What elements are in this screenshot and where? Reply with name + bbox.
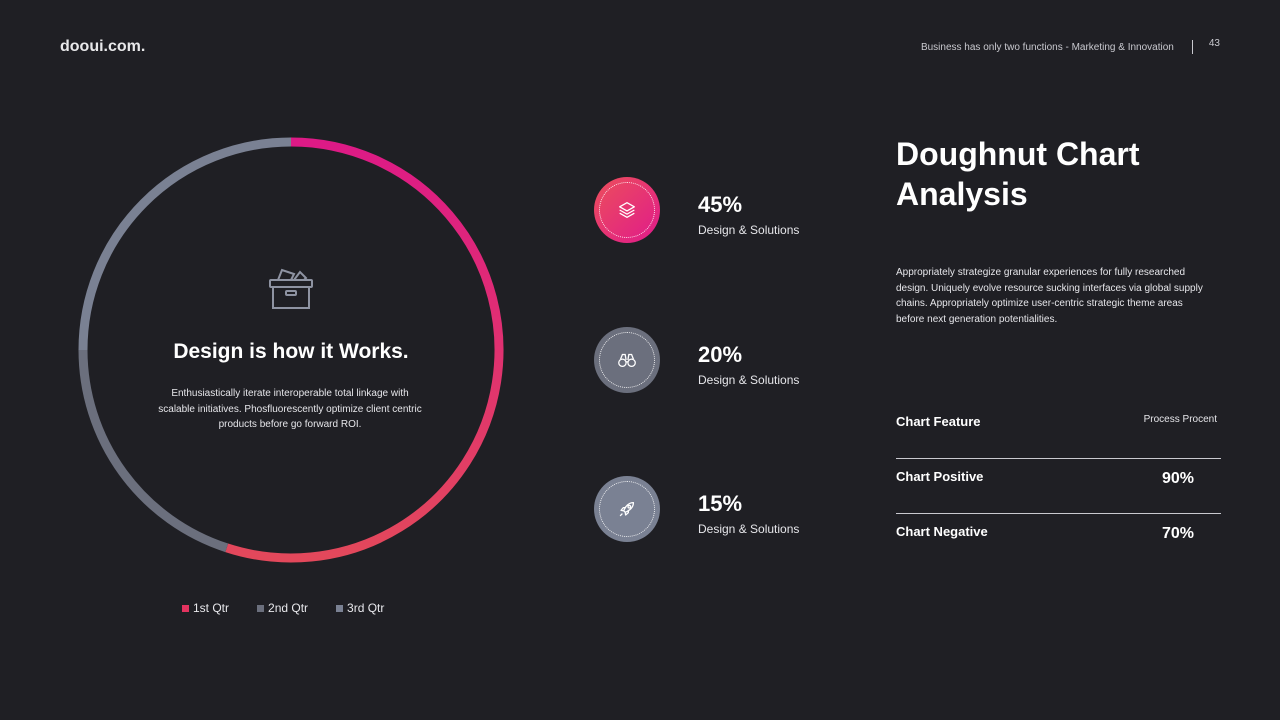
stat-label-1: Design & Solutions <box>698 223 800 237</box>
feature-table: Chart Feature Process Procent Chart Posi… <box>896 404 1221 568</box>
rocket-icon <box>619 501 635 517</box>
legend-swatch <box>257 604 265 612</box>
center-description: Enthusiastically iterate interoperable t… <box>158 388 422 430</box>
stat-label-2: Design & Solutions <box>698 373 800 387</box>
stat-icon-circle-2 <box>594 327 660 393</box>
header-divider <box>1191 40 1193 54</box>
table-row-label: Chart Negative <box>896 524 988 539</box>
doughnut-slice-2 <box>78 349 229 553</box>
tagline: Business has only two functions - Market… <box>920 41 1174 53</box>
header-right: Business has only two functions - Market… <box>920 37 1220 54</box>
stat-icon-circle-3 <box>594 476 660 542</box>
stat-value-2: 20% <box>698 342 743 367</box>
table-row-value: 70% <box>1162 525 1195 542</box>
chart-legend: 1st Qtr 2nd Qtr 3rd Qtr <box>182 601 384 615</box>
logo: dooui.com. <box>60 38 146 55</box>
table-row-label: Chart Positive <box>896 469 984 484</box>
legend-swatch <box>336 604 344 612</box>
doughnut-slice-1 <box>225 137 504 563</box>
legend-item: 2nd Qtr <box>257 601 308 615</box>
legend-swatch <box>182 604 189 612</box>
doughnut-chart <box>78 137 504 563</box>
section-description: Appropriately strategize granular experi… <box>896 267 1203 325</box>
table-row-value: 90% <box>1162 470 1195 487</box>
stat-value-1: 45% <box>698 192 743 217</box>
stat-label-3: Design & Solutions <box>698 522 800 536</box>
table-header-value: Process Procent <box>1143 414 1217 425</box>
legend-item: 3rd Qtr <box>336 601 384 615</box>
legend-label: 3rd Qtr <box>347 601 385 615</box>
box-icon <box>264 260 318 314</box>
binoculars-icon <box>618 353 636 368</box>
table-header-row: Chart Feature Process Procent <box>896 404 1221 459</box>
stat-icon-circle-1 <box>594 177 660 243</box>
table-row: Chart Negative 70% <box>896 514 1221 568</box>
legend-label: 1st Qtr <box>193 601 230 615</box>
page-number: 43 <box>1208 37 1220 49</box>
table-header-label: Chart Feature <box>896 414 981 429</box>
layers-icon <box>619 202 635 218</box>
stat-value-3: 15% <box>698 491 743 516</box>
center-title: Design is how it Works. <box>173 340 409 363</box>
legend-item: 1st Qtr <box>182 601 229 615</box>
doughnut-slice-3 <box>78 137 292 351</box>
legend-label: 2nd Qtr <box>268 601 309 615</box>
table-row: Chart Positive 90% <box>896 459 1221 514</box>
section-title: Doughnut Chart Analysis <box>896 136 1140 212</box>
